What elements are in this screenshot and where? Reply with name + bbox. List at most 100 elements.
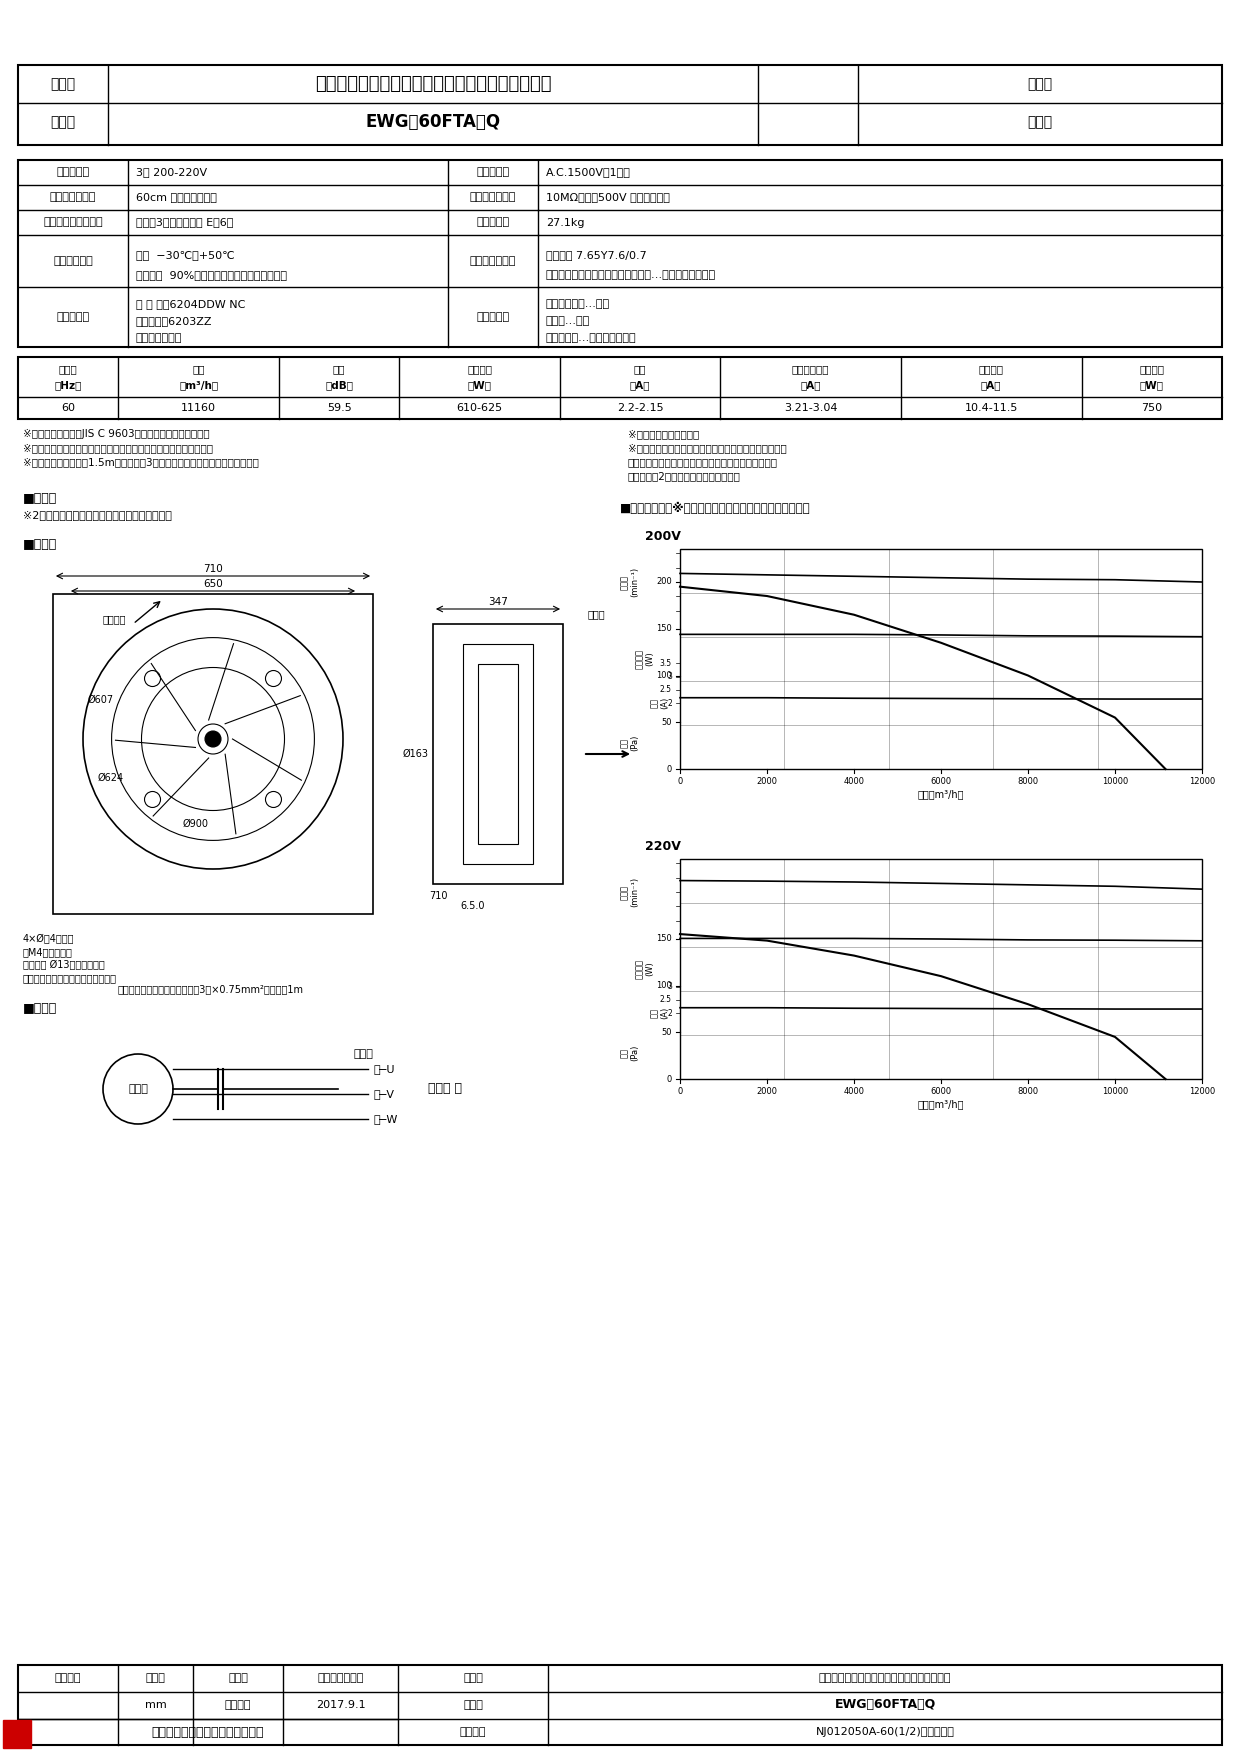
Text: 色調・塗装仕様: 色調・塗装仕様: [470, 256, 516, 267]
Text: 100: 100: [656, 672, 672, 681]
Text: 3.21-3.04: 3.21-3.04: [784, 403, 837, 412]
Text: 銘板　 Ø13ノックアウト: 銘板 Ø13ノックアウト: [24, 959, 104, 970]
Text: コード: コード: [353, 1049, 373, 1059]
Text: 反負荷側　6203ZZ: 反負荷側 6203ZZ: [136, 316, 212, 326]
Text: 消費電力: 消費電力: [467, 365, 492, 374]
Text: 27.1kg: 27.1kg: [546, 217, 584, 228]
Text: 絶　縁　抵　抗: 絶 縁 抵 抗: [470, 193, 516, 202]
Text: 電　動　機　形　式: 電 動 機 形 式: [43, 217, 103, 228]
Text: 電動式シャッターコード取出用: 電動式シャッターコード取出用: [24, 973, 117, 982]
Bar: [19, 1665, 1221, 1745]
Text: 風量（m³/h）: 風量（m³/h）: [918, 1100, 965, 1109]
Text: 4000: 4000: [843, 1086, 864, 1096]
Text: 4000: 4000: [843, 777, 864, 786]
Bar: [2, 1721, 31, 1749]
Text: 材　　　料: 材 料: [476, 312, 510, 323]
Text: 6000: 6000: [930, 1086, 951, 1096]
Text: （dB）: （dB）: [325, 381, 353, 389]
Text: 単　位: 単 位: [145, 1673, 165, 1684]
Text: （A）: （A）: [800, 381, 821, 389]
Bar: [19, 160, 1221, 347]
Text: 6.5.0: 6.5.0: [461, 902, 485, 910]
Text: 200V: 200V: [645, 530, 681, 542]
Text: グリス　ウレア: グリス ウレア: [136, 333, 182, 344]
Text: M4アースネジ: M4アースネジ: [24, 947, 73, 958]
Text: 10000: 10000: [1102, 1086, 1128, 1096]
Text: Ø163: Ø163: [403, 749, 429, 759]
Text: 取付足…平鋼: 取付足…平鋼: [546, 316, 590, 326]
Text: 710: 710: [429, 891, 448, 902]
Text: ※風量・消費電力はJIS C 9603に基づき測定した値です。: ※風量・消費電力はJIS C 9603に基づき測定した値です。: [24, 430, 210, 438]
Text: 12000: 12000: [1189, 777, 1215, 786]
Text: mm: mm: [145, 1700, 166, 1710]
Text: ■お願い: ■お願い: [24, 493, 57, 505]
Text: （m³/h）: （m³/h）: [179, 381, 218, 389]
Text: 10MΩ以上（500V 絶縁抵抗計）: 10MΩ以上（500V 絶縁抵抗計）: [546, 193, 670, 202]
Text: 起動電流: 起動電流: [978, 365, 1003, 374]
Bar: [680, 549, 1202, 768]
Text: 風量: 風量: [192, 365, 205, 374]
Text: 白─V: 白─V: [373, 1089, 394, 1100]
Bar: [433, 624, 563, 884]
Text: 温度  −30℃〜+50℃: 温度 −30℃〜+50℃: [136, 249, 234, 260]
Text: 本体取付枠・羽根・取付足・モータ…ポリエステル塗装: 本体取付枠・羽根・取付足・モータ…ポリエステル塗装: [546, 270, 717, 281]
Text: 8000: 8000: [1018, 777, 1039, 786]
Text: 8000: 8000: [1018, 1086, 1039, 1096]
Text: ■特性曲線図　※風量はオリフィスチャンバー法による。: ■特性曲線図 ※風量はオリフィスチャンバー法による。: [620, 502, 811, 516]
Text: 台　数: 台 数: [1028, 77, 1053, 91]
Text: 耐　電　圧: 耐 電 圧: [476, 167, 510, 177]
Bar: [680, 859, 1202, 1079]
Bar: [53, 595, 373, 914]
Text: 三菱産業用有圧換気扇（低騒音形・給気タイプ）: 三菱産業用有圧換気扇（低騒音形・給気タイプ）: [315, 75, 552, 93]
Text: 2000: 2000: [756, 1086, 777, 1096]
Text: 産業用有圧換気扇（低騒音形・給気タイプ）: 産業用有圧換気扇（低騒音形・給気タイプ）: [818, 1673, 951, 1684]
Text: 59.5: 59.5: [326, 403, 351, 412]
Text: 品　名: 品 名: [51, 77, 76, 91]
Text: 品　名: 品 名: [463, 1673, 482, 1684]
Text: Ø624: Ø624: [98, 774, 124, 782]
Text: 非比例尺: 非比例尺: [224, 1700, 252, 1710]
Text: 形　名: 形 名: [463, 1700, 482, 1710]
Text: 尺　度: 尺 度: [228, 1673, 248, 1684]
Text: 騒音: 騒音: [332, 365, 345, 374]
Text: A.C.1500V　1分間: A.C.1500V 1分間: [546, 167, 631, 177]
Text: 200: 200: [656, 577, 672, 586]
Text: 3: 3: [667, 982, 672, 991]
Text: 周波数: 周波数: [58, 365, 78, 374]
Text: （Hz）: （Hz）: [55, 381, 82, 389]
Text: 2000: 2000: [756, 777, 777, 786]
Text: 347: 347: [489, 596, 508, 607]
Text: 4×Ø｜4取付穴: 4×Ø｜4取付穴: [24, 933, 74, 944]
Text: 750: 750: [1141, 403, 1162, 412]
Text: （A）: （A）: [630, 381, 650, 389]
Text: 玉　軸　受: 玉 軸 受: [57, 312, 89, 323]
Bar: [477, 665, 518, 844]
Circle shape: [205, 731, 221, 747]
Text: 50: 50: [661, 717, 672, 726]
Text: 710: 710: [203, 565, 223, 574]
Text: 60cm 金属製軸流羽根: 60cm 金属製軸流羽根: [136, 193, 217, 202]
Bar: [19, 65, 1221, 146]
Text: 作　成　日　付: 作 成 日 付: [317, 1673, 363, 1684]
Text: 3相 200-220V: 3相 200-220V: [136, 167, 207, 177]
Text: 回転方向: 回転方向: [103, 614, 126, 624]
Text: 0: 0: [667, 1075, 672, 1084]
Text: 150: 150: [656, 624, 672, 633]
Text: 0: 0: [677, 777, 683, 786]
Text: ■外形図: ■外形図: [24, 537, 57, 551]
Text: 記　号: 記 号: [1028, 116, 1053, 130]
Text: ※騒音は正面と側面に1.5m離れた地点3点を無響室にて測定した平均値です。: ※騒音は正面と側面に1.5m離れた地点3点を無響室にて測定した平均値です。: [24, 458, 259, 467]
Text: 公称出力: 公称出力: [1140, 365, 1164, 374]
Text: 羽　根　形　式: 羽 根 形 式: [50, 193, 97, 202]
Text: 第３角法: 第３角法: [55, 1673, 82, 1684]
Text: 100: 100: [656, 980, 672, 989]
Text: 0: 0: [677, 1086, 683, 1096]
Text: 形　名: 形 名: [51, 116, 76, 130]
Bar: [463, 644, 533, 865]
Text: 2017.9.1: 2017.9.1: [316, 1700, 366, 1710]
Text: 回転数
(min⁻¹): 回転数 (min⁻¹): [620, 567, 640, 596]
Text: モータ: モータ: [128, 1084, 148, 1094]
Text: 2: 2: [667, 698, 672, 707]
Text: 負 荷 側　6204DDW NC: 負 荷 側 6204DDW NC: [136, 298, 246, 309]
Text: ｝　電 源: ｝ 電 源: [428, 1082, 463, 1096]
